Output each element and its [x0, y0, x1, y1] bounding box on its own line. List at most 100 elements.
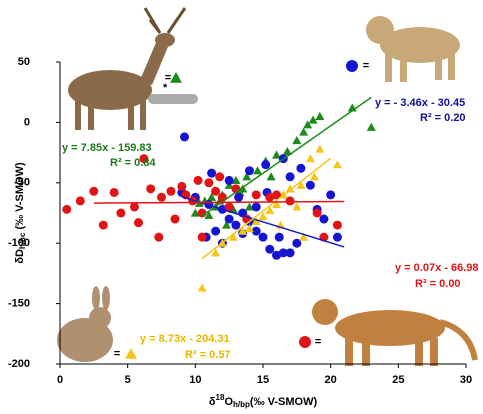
x-tick-label: 0 — [57, 374, 63, 386]
point — [98, 220, 108, 230]
point — [154, 232, 164, 242]
point — [139, 154, 149, 164]
x-tick-label: 5 — [125, 374, 131, 386]
point — [197, 208, 207, 218]
rabbit-icon — [57, 286, 113, 362]
point — [309, 172, 319, 181]
point — [221, 220, 231, 229]
point — [292, 202, 302, 211]
legend-marker — [346, 60, 358, 72]
point — [266, 172, 276, 181]
point — [305, 154, 315, 163]
point — [272, 190, 282, 200]
equation-label: y = 0.07x - 66.98 — [395, 262, 478, 274]
point — [251, 226, 261, 236]
point — [244, 224, 254, 233]
y-axis-label: δDh/bc (‰ V-SMOW) — [14, 162, 27, 264]
legend-sep: = — [315, 336, 321, 348]
lynx-icon — [366, 16, 460, 82]
r2-label: R² = 0.84 — [110, 157, 156, 169]
point — [305, 180, 315, 190]
x-tick-label: 30 — [460, 374, 472, 386]
point — [231, 220, 241, 230]
point — [315, 144, 325, 153]
point — [315, 111, 325, 120]
point — [253, 166, 263, 175]
point — [332, 160, 342, 169]
point — [265, 206, 275, 215]
point — [129, 202, 139, 212]
point — [207, 192, 217, 201]
point — [190, 208, 200, 217]
x-axis-label: (‰ V-SMOW) — [250, 396, 318, 408]
legend-sep: = — [114, 348, 120, 360]
point — [332, 220, 342, 230]
point — [285, 196, 295, 206]
point — [116, 208, 126, 218]
point — [231, 175, 241, 184]
point — [272, 250, 282, 260]
point — [157, 192, 166, 202]
point — [251, 202, 261, 212]
star-note: * — [163, 82, 168, 94]
point — [133, 218, 143, 228]
equation-label: y = - 3.46x - 30.45 — [375, 97, 465, 109]
x-tick-label: 25 — [392, 374, 404, 386]
point — [265, 244, 275, 254]
point — [146, 184, 156, 194]
point — [197, 232, 207, 242]
x-axis-label: h/bp — [233, 400, 250, 409]
point — [177, 181, 187, 191]
point — [265, 192, 275, 202]
point — [234, 192, 244, 202]
point — [211, 186, 221, 196]
point — [296, 180, 306, 189]
legend-marker — [170, 72, 182, 83]
y-tick-label: -200 — [8, 358, 30, 370]
cougar-icon — [312, 299, 478, 366]
deer-icon — [68, 7, 187, 130]
x-axis-label: δ — [209, 396, 216, 408]
point — [308, 115, 318, 124]
point — [285, 184, 295, 193]
point — [211, 248, 221, 257]
y-axis-label: h/bc — [18, 232, 27, 249]
trend-line — [201, 96, 372, 217]
point — [272, 200, 282, 209]
point — [282, 146, 292, 155]
point — [204, 178, 214, 188]
point — [272, 150, 282, 159]
point — [292, 238, 302, 248]
point — [238, 226, 248, 235]
point — [62, 204, 72, 214]
point — [261, 160, 271, 170]
point — [75, 196, 85, 206]
trend-line — [93, 200, 345, 204]
point — [224, 175, 234, 185]
y-tick-label: -100 — [8, 237, 30, 249]
point — [299, 232, 309, 241]
point — [197, 283, 207, 292]
point — [224, 202, 234, 212]
point — [217, 192, 227, 202]
point — [299, 127, 309, 136]
point — [207, 168, 217, 178]
point — [170, 214, 180, 224]
point — [326, 190, 336, 200]
x-tick-label: 20 — [325, 374, 337, 386]
point — [285, 248, 295, 258]
point — [215, 172, 225, 182]
x-axis-label: O — [224, 396, 233, 408]
bone-icon — [148, 94, 198, 104]
x-axis-label: δ18Oh/bp(‰ V-SMOW) — [209, 393, 318, 409]
point — [193, 175, 203, 185]
trend-line — [181, 196, 345, 248]
r2-label: R² = 0.57 — [185, 349, 231, 361]
point — [285, 172, 295, 182]
point — [244, 202, 254, 211]
y-tick-label: 0 — [24, 116, 30, 128]
point — [242, 172, 252, 181]
point — [251, 216, 261, 226]
y-axis-label: δD — [14, 249, 26, 264]
